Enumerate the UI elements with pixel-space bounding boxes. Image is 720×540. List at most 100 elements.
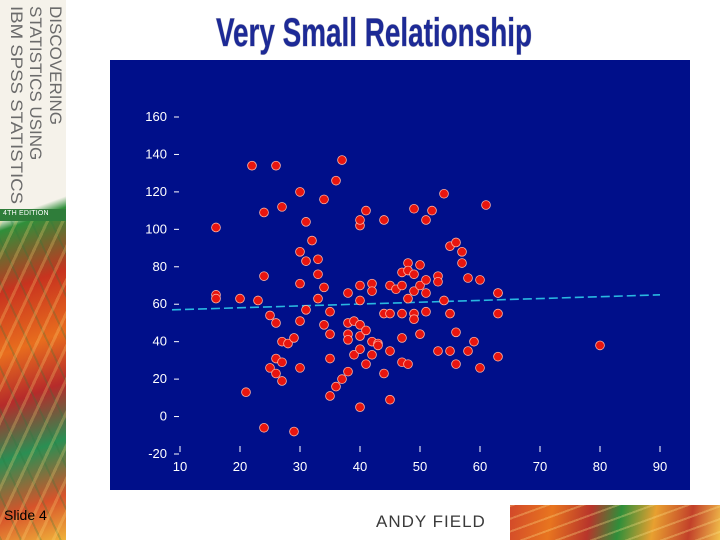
data-point: [367, 349, 377, 360]
data-point: [247, 160, 257, 171]
y-tick-label: 60: [153, 296, 167, 311]
data-point: [409, 269, 419, 280]
y-tick-label: -20: [148, 446, 167, 461]
page-title: Very Small Relationship: [216, 11, 533, 56]
data-point: [271, 160, 281, 171]
data-point: [331, 175, 341, 186]
data-point: [409, 314, 419, 325]
data-point: [313, 269, 323, 280]
data-point: [319, 194, 329, 205]
data-point: [415, 260, 425, 270]
data-point: [355, 215, 365, 225]
data-point: [301, 256, 311, 266]
data-point: [271, 368, 281, 379]
data-point: [475, 363, 485, 373]
footer-pattern: [510, 505, 720, 540]
data-point: [463, 346, 473, 356]
data-point: [367, 286, 377, 296]
data-point: [211, 293, 221, 304]
data-point: [343, 288, 353, 298]
data-point: [433, 276, 443, 287]
data-point: [421, 306, 431, 317]
data-point: [307, 235, 317, 246]
data-point: [457, 258, 467, 268]
data-point: [397, 280, 407, 291]
data-point: [481, 200, 491, 210]
data-point: [289, 426, 299, 437]
x-tick-label: 30: [293, 459, 307, 474]
data-point: [325, 306, 335, 317]
data-point: [301, 305, 311, 315]
data-point: [379, 215, 389, 225]
x-tick-label: 50: [413, 459, 427, 474]
axis-ticks: -20 0 20 40 60 80 100 120 140 160 10 20 30 40 50 60 70 80…: [145, 109, 667, 474]
x-tick-label: 60: [473, 459, 487, 474]
x-tick-label: 90: [653, 459, 667, 474]
data-point: [421, 275, 431, 285]
x-tick-label: 40: [353, 459, 367, 474]
data-point: [325, 391, 335, 401]
y-tick-label: 140: [145, 146, 167, 161]
data-point: [409, 286, 419, 296]
data-point: [361, 325, 371, 336]
edition-band: [0, 209, 66, 221]
data-point: [457, 247, 467, 257]
data-point: [451, 327, 461, 338]
y-tick-label: 40: [153, 334, 167, 349]
footer-art: [510, 505, 720, 540]
data-point: [379, 368, 389, 379]
data-point: [397, 308, 407, 319]
x-tick-label: 20: [233, 459, 247, 474]
book-title: DISCOVERING STATISTICS USING IBM SPSS ST…: [7, 6, 62, 204]
book-cover-art: DISCOVERING STATISTICS USING IBM SPSS ST…: [0, 0, 66, 540]
data-point: [349, 349, 359, 360]
data-point: [319, 282, 329, 293]
scatter-chart: -20 0 20 40 60 80 100 120 140 160 10 20 30 40 50 60 70 80…: [110, 60, 690, 490]
data-point: [289, 333, 299, 343]
data-point: [493, 288, 503, 298]
page-title-text: Very Small Relationship: [216, 11, 532, 55]
data-point: [277, 357, 287, 368]
book-title-line-2: STATISTICS USING: [26, 6, 45, 160]
data-point: [355, 344, 365, 354]
data-point: [295, 187, 305, 197]
data-point: [259, 271, 269, 281]
data-point: [265, 363, 275, 373]
data-point: [355, 331, 365, 341]
data-point: [301, 217, 311, 227]
data-point: [313, 293, 323, 304]
data-point: [475, 275, 485, 285]
x-tick-label: 10: [173, 459, 187, 474]
data-point: [427, 205, 437, 216]
data-point: [409, 203, 419, 214]
data-point: [313, 254, 323, 265]
y-tick-label: 80: [153, 259, 167, 274]
data-point: [451, 359, 461, 369]
edition-label: 4TH EDITION: [3, 210, 49, 217]
data-point: [415, 280, 425, 291]
data-point: [595, 340, 605, 351]
data-point: [325, 329, 335, 339]
data-point: [271, 318, 281, 328]
data-point: [325, 353, 335, 364]
data-point: [421, 288, 431, 298]
data-point: [433, 346, 443, 356]
data-point: [295, 316, 305, 326]
book-title-line-1: DISCOVERING: [46, 6, 62, 125]
data-point: [235, 293, 245, 304]
data-point: [355, 280, 365, 291]
data-point: [445, 308, 455, 319]
cover-pattern: [0, 220, 66, 540]
data-point: [259, 422, 269, 433]
x-tick-label: 80: [593, 459, 607, 474]
data-point: [355, 295, 365, 306]
data-point: [439, 295, 449, 306]
y-tick-label: 120: [145, 184, 167, 199]
data-point: [361, 205, 371, 216]
data-point: [355, 320, 365, 330]
data-point: [295, 363, 305, 373]
y-tick-label: 20: [153, 371, 167, 386]
data-point: [385, 394, 395, 405]
data-point: [259, 207, 269, 218]
data-point: [337, 374, 347, 384]
